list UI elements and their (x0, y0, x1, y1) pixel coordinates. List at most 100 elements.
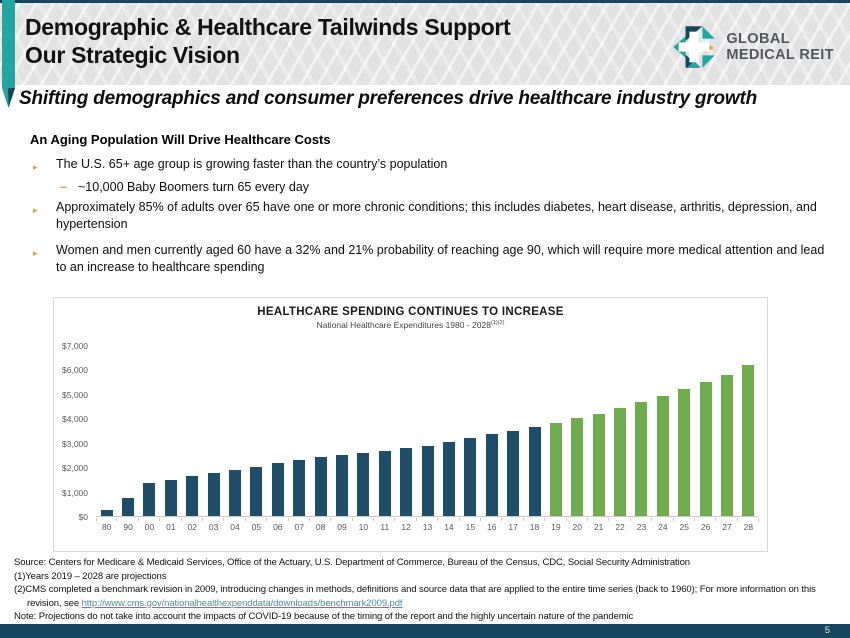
chart-bar (250, 466, 263, 516)
bullet-item: ▸ Women and men currently aged 60 have a … (33, 242, 829, 275)
logo-line-2: MEDICAL REIT (726, 47, 834, 63)
chart-bar (614, 408, 627, 516)
bar-slot (695, 346, 716, 516)
chart-bar (357, 452, 370, 516)
chart-bar (271, 463, 284, 516)
x-axis-label: 00 (139, 518, 161, 532)
header-band (0, 3, 850, 85)
chart-bar (592, 413, 605, 516)
bar-slot (182, 346, 203, 516)
bullet-text: The U.S. 65+ age group is growing faster… (56, 157, 448, 171)
x-axis-label: 21 (588, 518, 610, 532)
x-axis-label: 12 (395, 518, 418, 532)
bar-slot (652, 346, 673, 516)
benchmark-link[interactable]: http://www.cms.gov/nationalhealthexpendd… (81, 597, 403, 609)
y-axis-label: $5,000 (62, 389, 88, 400)
footer-notes: Source: Centers for Medicare & Medicaid … (14, 556, 840, 624)
chart-bar (186, 476, 199, 516)
bar-slot (374, 346, 395, 516)
x-axis-label: 03 (203, 518, 225, 532)
top-border-strip (0, 0, 850, 3)
x-axis-label: 04 (224, 518, 247, 532)
bar-slot (160, 346, 181, 516)
x-axis-label: 05 (246, 518, 268, 532)
chart-subtitle: National Healthcare Expenditures 1980 - … (316, 320, 505, 330)
y-axis-label: $6,000 (62, 365, 88, 376)
chart-plot (96, 346, 759, 517)
triangle-bullet-icon: ▸ (33, 205, 38, 215)
y-axis-label: $0 (78, 512, 88, 522)
chart-bar (164, 479, 177, 516)
logo-line-1: GLOBAL (726, 31, 790, 47)
chart-bar (485, 434, 498, 516)
x-axis-label: 23 (631, 518, 653, 532)
bar-slot (117, 346, 138, 516)
x-axis-label: 15 (460, 518, 482, 532)
x-axis-label: 02 (182, 518, 204, 532)
chart-bar (207, 472, 220, 516)
x-axis-label: 24 (652, 518, 674, 532)
x-axis-label: 13 (417, 518, 439, 532)
y-axis-label: $2,000 (62, 463, 88, 474)
x-axis-label: 17 (502, 518, 525, 532)
chart-bar (528, 426, 541, 516)
source-line: Source: Centers for Medicare & Medicaid … (14, 557, 690, 568)
bar-slot (353, 346, 374, 516)
triangle-bullet-icon: ▸ (33, 162, 38, 172)
bar-slot (502, 346, 523, 516)
bar-slot (331, 346, 352, 516)
triangle-bullet-icon: ▸ (33, 248, 38, 258)
chart-title: HEALTHCARE SPENDING CONTINUES TO INCREAS… (257, 306, 564, 318)
chart-bar (400, 447, 413, 516)
y-axis-label: $4,000 (62, 414, 88, 425)
title-line-1: Demographic & Healthcare Tailwinds Suppo… (25, 14, 511, 40)
chart-bar (507, 430, 520, 516)
chart-bar (656, 396, 669, 516)
bar-slot (460, 346, 481, 516)
bar-slot (738, 346, 759, 516)
dash-bullet-icon: – (60, 179, 67, 194)
bar-slot (139, 346, 160, 516)
x-axis-label: 19 (545, 518, 567, 532)
chart-x-axis-labels: 80 90 00 01 02 03 04 05 06 07 08 09 10 11 12 13 14 15 16 17… (96, 518, 760, 532)
x-axis-label: 10 (353, 518, 375, 532)
y-axis-label: $7,000 (62, 341, 88, 351)
chart-bar (229, 469, 242, 516)
bullet-text: Women and men currently aged 60 have a 3… (56, 243, 825, 274)
x-axis-label: 20 (567, 518, 589, 532)
left-accent-ribbon-icon (2, 88, 15, 108)
chart-bar (635, 402, 648, 516)
page-number: 5 (824, 625, 830, 636)
title-line-2: Our Strategic Vision (25, 42, 240, 68)
slide-subtitle: Shifting demographics and consumer prefe… (19, 88, 758, 109)
left-accent-bar (2, 0, 15, 88)
bar-slot (246, 346, 267, 516)
bar-slot (289, 346, 310, 516)
bar-slot (716, 346, 737, 516)
chart-bar (442, 442, 455, 516)
bar-slot (203, 346, 224, 516)
x-axis-label: 07 (289, 518, 311, 532)
x-axis-label: 26 (695, 518, 717, 532)
bar-slot (674, 346, 695, 516)
y-axis-label: $1,000 (62, 487, 88, 498)
x-axis-label: 80 (96, 518, 118, 532)
footnote-1: (1)Years 2019 – 2028 are projections (14, 570, 167, 582)
covid-note: Note: Projections do not take into accou… (14, 611, 634, 623)
bar-slot (567, 346, 588, 516)
bar-slot (481, 346, 502, 516)
x-axis-label: 11 (374, 518, 396, 532)
bar-slot (96, 346, 117, 516)
x-axis-label: 16 (481, 518, 503, 532)
chart-bar (421, 445, 434, 516)
bar-slot (224, 346, 245, 516)
x-axis-label: 09 (331, 518, 354, 532)
chart-bar (721, 374, 734, 516)
chart-bar (678, 389, 691, 516)
bar-slot (631, 346, 652, 516)
x-axis-label: 18 (524, 518, 546, 532)
x-axis-label: 28 (738, 518, 760, 532)
bar-slot (524, 346, 545, 516)
chart-bar (378, 450, 391, 516)
company-logo: GLOBAL MEDICAL REIT (671, 24, 834, 70)
